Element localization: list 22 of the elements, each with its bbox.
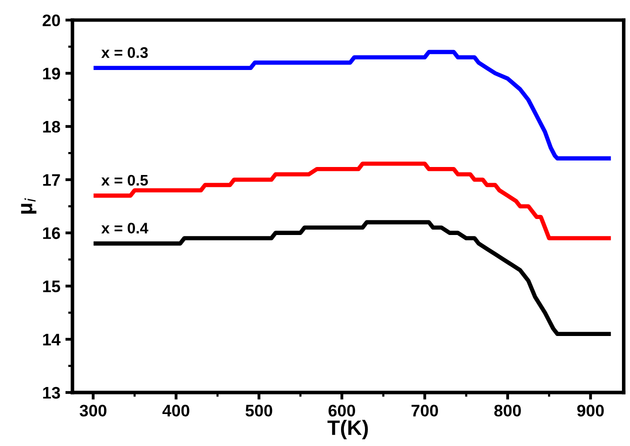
line-series [94,220,611,336]
x-tick-label: 900 [577,404,604,417]
y-tick-label: 17 [43,174,60,186]
series-label: x = 0.3 [101,47,148,58]
y-tick-label: 16 [43,227,60,240]
x-tick-label: 400 [162,404,190,417]
x-tick-label: 300 [80,404,106,417]
x-tick-label: 600 [328,404,356,417]
x-tick-label: 500 [246,404,272,417]
series-label: x = 0.5 [101,174,148,186]
series-label: x = 0.4 [101,222,148,234]
y-tick-label: 18 [43,120,60,133]
x-tick-label: 800 [494,404,521,417]
y-axis-title: μ$_{i}$ [21,198,36,214]
y-tick-label: 13 [43,386,60,399]
x-axis-title: T(K) [327,420,368,440]
y-tick-label: 15 [43,280,60,292]
y-tick-label: 19 [43,68,60,80]
y-tick-label: 20 [42,14,60,26]
x-tick-label: 700 [412,404,438,417]
line-series [94,162,611,240]
y-tick-label: 14 [43,334,61,346]
